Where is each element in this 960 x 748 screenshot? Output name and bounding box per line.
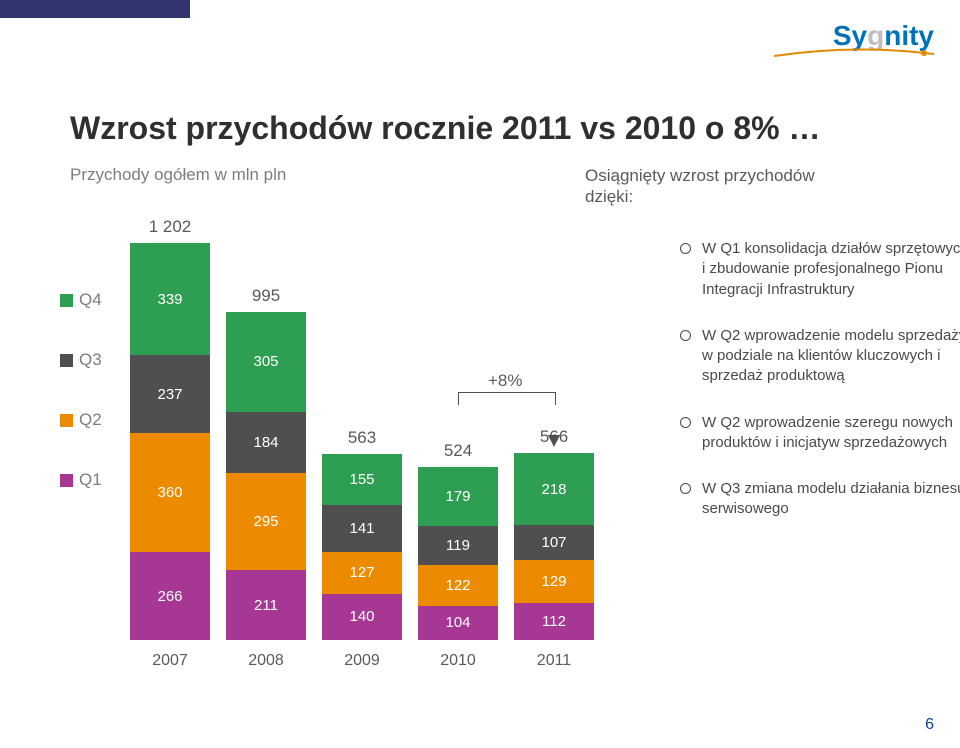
legend-label: Q1 (79, 470, 102, 490)
brand-swoosh-icon (774, 48, 934, 58)
bar-column: 339237360266 (130, 243, 210, 640)
x-axis-label: 2009 (322, 652, 402, 670)
annotation-bracket-icon (458, 392, 556, 405)
bar-segment: 104 (418, 606, 498, 640)
bar-segment: 140 (322, 594, 402, 640)
legend-item: Q3 (60, 350, 102, 370)
x-axis-label: 2007 (130, 652, 210, 670)
x-axis-label: 2008 (226, 652, 306, 670)
bar-segment: 127 (322, 552, 402, 594)
x-axis-label: 2010 (418, 652, 498, 670)
revenue-stacked-bar-chart: Q4 Q3 Q2 Q1 339237360266 1 202 305184295211 99… (60, 220, 610, 670)
bar-segment: 211 (226, 570, 306, 640)
bar-segment: 184 (226, 412, 306, 473)
bullet-item: W Q1 konsolidacja działów sprzętowych i … (680, 239, 960, 300)
bar-column: 179119122104 (418, 467, 498, 640)
x-axis-label: 2011 (514, 652, 594, 670)
bar-segment: 112 (514, 603, 594, 640)
chart-subtitle: Przychody ogółem w mln pln (70, 165, 286, 185)
bar-total-label: 1 202 (130, 217, 210, 237)
bar-segment: 218 (514, 453, 594, 525)
bar-segment: 129 (514, 560, 594, 603)
chart-plot-area: 3392373602661 20230518429521199515514112… (130, 220, 610, 670)
bullet-item: W Q2 wprowadzenie modelu sprzedaży w pod… (680, 326, 960, 387)
bar-segment: 107 (514, 525, 594, 560)
legend-swatch-icon (60, 354, 73, 367)
bar-segment: 339 (130, 243, 210, 355)
bar-segment: 305 (226, 312, 306, 413)
legend-swatch-icon (60, 294, 73, 307)
legend-swatch-icon (60, 414, 73, 427)
bar-segment: 237 (130, 355, 210, 433)
bar-segment: 141 (322, 505, 402, 552)
bar-segment: 122 (418, 565, 498, 605)
legend-item: Q4 (60, 290, 102, 310)
bar-segment: 295 (226, 473, 306, 570)
bullets-heading: Osiągnięty wzrost przychodów dzięki: (585, 165, 865, 208)
slide-accent-bar (0, 0, 190, 18)
bar-segment: 266 (130, 552, 210, 640)
chart-legend: Q4 Q3 Q2 Q1 (60, 290, 102, 530)
bar-column: 155141127140 (322, 454, 402, 640)
bar-segment: 119 (418, 526, 498, 565)
legend-label: Q3 (79, 350, 102, 370)
bar-column: 218107129112 (514, 453, 594, 640)
chart-x-axis: 2007 2008 2009 2010 2011 (130, 652, 610, 670)
legend-swatch-icon (60, 474, 73, 487)
bullet-item: W Q3 zmiana modelu działania biznesu ser… (680, 479, 960, 520)
legend-item: Q1 (60, 470, 102, 490)
legend-label: Q2 (79, 410, 102, 430)
bar-segment: 360 (130, 433, 210, 552)
bar-total-label: 995 (226, 286, 306, 306)
bar-column: 305184295211 (226, 312, 306, 640)
slide-title: Wzrost przychodów rocznie 2011 vs 2010 o… (70, 110, 820, 147)
legend-item: Q2 (60, 410, 102, 430)
annotation-label: +8% (488, 371, 523, 391)
bar-total-label: 524 (418, 441, 498, 461)
bar-segment: 155 (322, 454, 402, 505)
bullet-item: W Q2 wprowadzenie szeregu nowych produkt… (680, 413, 960, 454)
page-number: 6 (925, 716, 934, 734)
bar-total-label: 563 (322, 428, 402, 448)
bullet-list: W Q1 konsolidacja działów sprzętowych i … (640, 239, 960, 546)
legend-label: Q4 (79, 290, 102, 310)
bar-segment: 179 (418, 467, 498, 526)
annotation-arrow-icon (548, 435, 560, 447)
